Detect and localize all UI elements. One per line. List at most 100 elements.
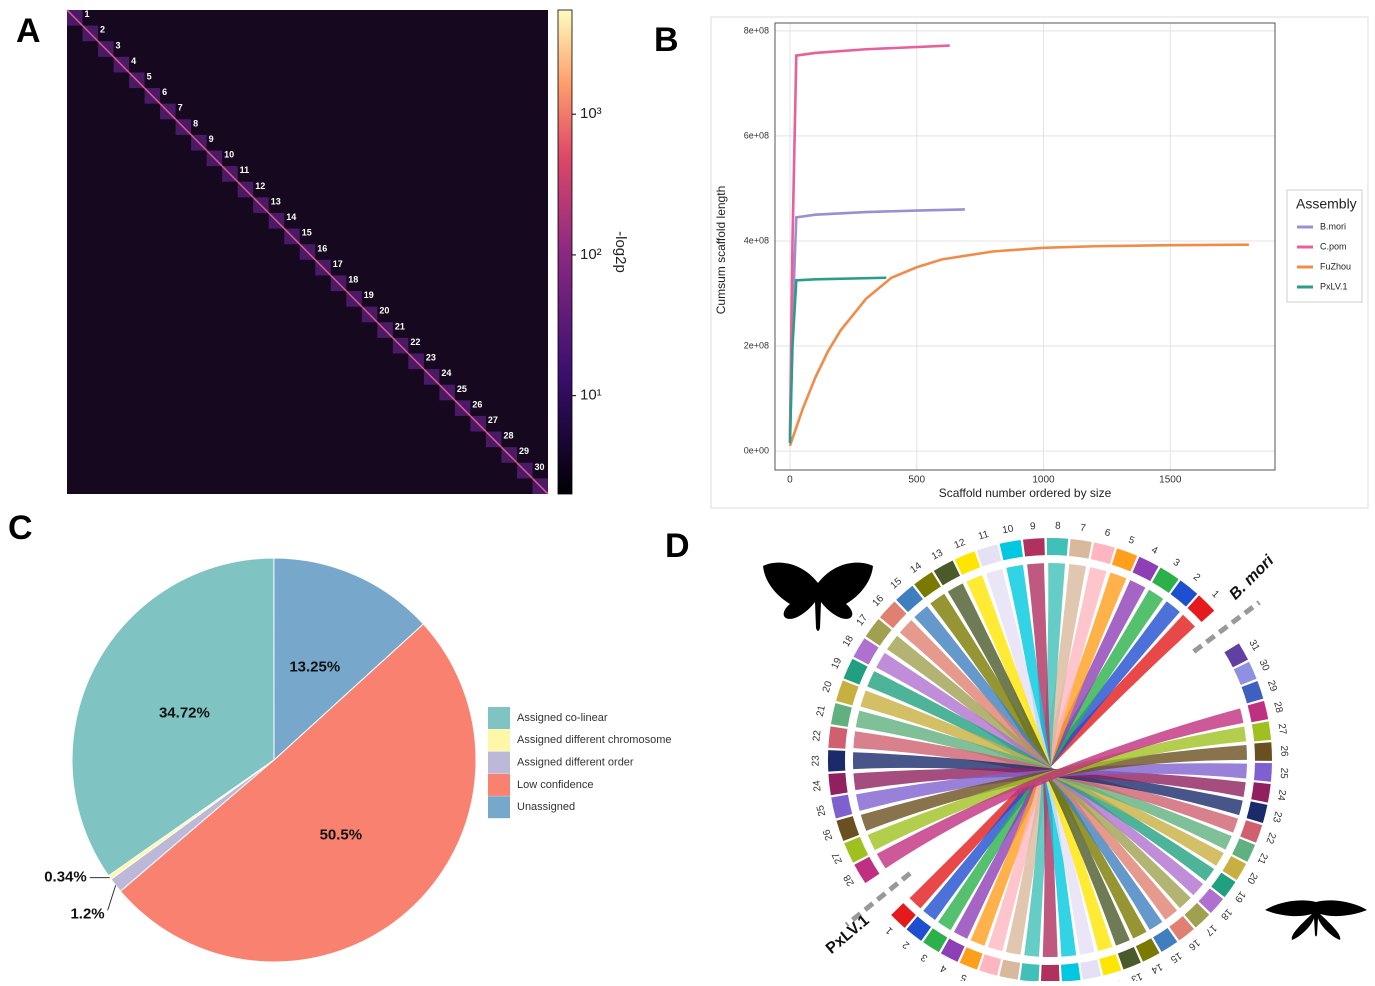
chromosome-label: 5 [959,971,969,981]
chromosome-label: 12 [953,537,968,552]
legend-swatch [488,774,510,796]
chromosome-arc [1061,963,1080,981]
chromosome-label: 30 [534,462,544,472]
chromosome-label: 29 [1265,679,1279,693]
chromosome-arc [1099,954,1121,975]
chromosome-label: 31 [1246,638,1261,653]
colorbar-tick-label: 10² [580,246,602,263]
chromosome-label: 13 [271,196,281,206]
legend-label: Assigned different order [517,757,634,769]
page: {"chart_data": [ {"label": "A", "type": … [0,0,1375,981]
chromosome-arc [1118,947,1141,969]
value-label: 0.34% [44,869,87,886]
colorbar-label: -log2p [612,231,629,273]
chromosome-label: 28 [503,431,513,441]
chromosome-label: 10 [1001,523,1014,536]
chromosome-label: 6 [162,87,167,97]
value-label: 34.72% [159,704,210,721]
value-label: 50.5% [320,827,363,844]
chromosome-label: 2 [901,938,912,950]
chromosome-label: 17 [855,612,871,628]
group-label: PxLV.1 [823,912,873,958]
legend-title: Assembly [1296,196,1357,212]
legend-swatch [488,752,510,774]
chromosome-arc [1224,643,1248,667]
chromosome-arc [1132,557,1158,581]
chromosome-label: 8 [193,118,198,128]
chromosome-arc [1020,963,1039,981]
chromosome-arc [960,947,983,969]
chromosome-label: 15 [1168,949,1184,964]
chromosome-label: 1 [884,924,896,936]
chromosome-label: 21 [815,704,828,718]
chromosome-label: 9 [209,134,214,144]
chromosome-label: 5 [147,72,152,82]
chromosome-label: 26 [821,827,835,841]
chromosome-label: 28 [1271,701,1284,715]
chromosome-label: 14 [286,212,296,222]
chromosome-label: 28 [842,872,857,888]
chromosome-label: 23 [426,353,436,363]
chromosome-label: 20 [821,679,835,693]
chromosome-label: 10 [224,150,234,160]
chromosome-label: 26 [472,399,482,409]
chromosome-arc [999,960,1020,980]
chromosome-label: 3 [116,40,121,50]
chromosome-label: 19 [364,290,374,300]
chromosome-arc [836,680,859,705]
chromosome-label: 1 [1209,589,1221,601]
chromosome-label: 17 [1203,922,1219,938]
chromosome-arc [1251,782,1270,802]
chromosome-label: 16 [317,243,327,253]
panel-label: B [654,21,679,59]
chromosome-label: 13 [930,547,945,562]
x-tick-label: 500 [908,475,925,486]
chromosome-arc [1254,763,1272,782]
chromosome-arc [828,773,847,795]
chromosome-label: 12 [255,181,265,191]
chromosome-label: 19 [1232,889,1248,905]
chromosome-label: 27 [488,415,498,425]
legend-label: B.mori [1320,221,1346,231]
chromosome-label: 23 [1270,810,1283,824]
chromosome-label: 29 [519,446,529,456]
x-axis-title: Scaffold number ordered by size [939,486,1112,500]
chromosome-label: 25 [815,804,828,818]
chromosome-label: 4 [131,56,136,66]
panel-label: D [665,527,690,565]
chromosome-label: 30 [1257,658,1272,673]
chromosome-label: 24 [441,368,451,378]
legend-label: FuZhou [1320,261,1351,271]
chromosome-label: 2 [1191,572,1203,584]
y-tick-label: 0e+00 [744,445,769,455]
chromosome-arc [831,703,852,727]
chromosome-label: 20 [1244,870,1259,886]
chromosome-label: 21 [1255,851,1270,866]
chromosome-label: 1 [85,9,90,19]
chromosome-label: 5 [1127,535,1136,547]
x-tick-label: 1500 [1159,475,1182,486]
chromosome-label: 9 [1030,521,1037,532]
chromosome-label: 4 [938,962,948,975]
chromosome-label: 14 [1149,961,1164,976]
chromosome-arc [1112,548,1137,571]
chromosome-arc [1000,540,1023,560]
legend-swatch [488,796,510,818]
chromosome-arc [1248,701,1269,722]
chromosome-label: 7 [1079,523,1086,535]
chromosome-label: 24 [811,779,823,792]
colorbar [558,10,572,494]
chromosome-arc [1041,965,1060,981]
chromosome-label: 11 [977,529,990,543]
chromosome-arc [1252,721,1271,741]
y-tick-label: 6e+08 [744,130,769,140]
legend-label: PxLV.1 [1320,281,1348,291]
legend-label: Assigned co-linear [517,712,608,724]
x-tick-label: 1000 [1032,475,1055,486]
chromosome-label: 12 [1108,978,1122,981]
chromosome-arc [828,750,845,771]
x-tick-label: 0 [787,475,793,486]
y-tick-label: 2e+08 [744,340,769,350]
legend-label: Unassigned [517,801,575,813]
chromosome-arc [955,551,981,575]
